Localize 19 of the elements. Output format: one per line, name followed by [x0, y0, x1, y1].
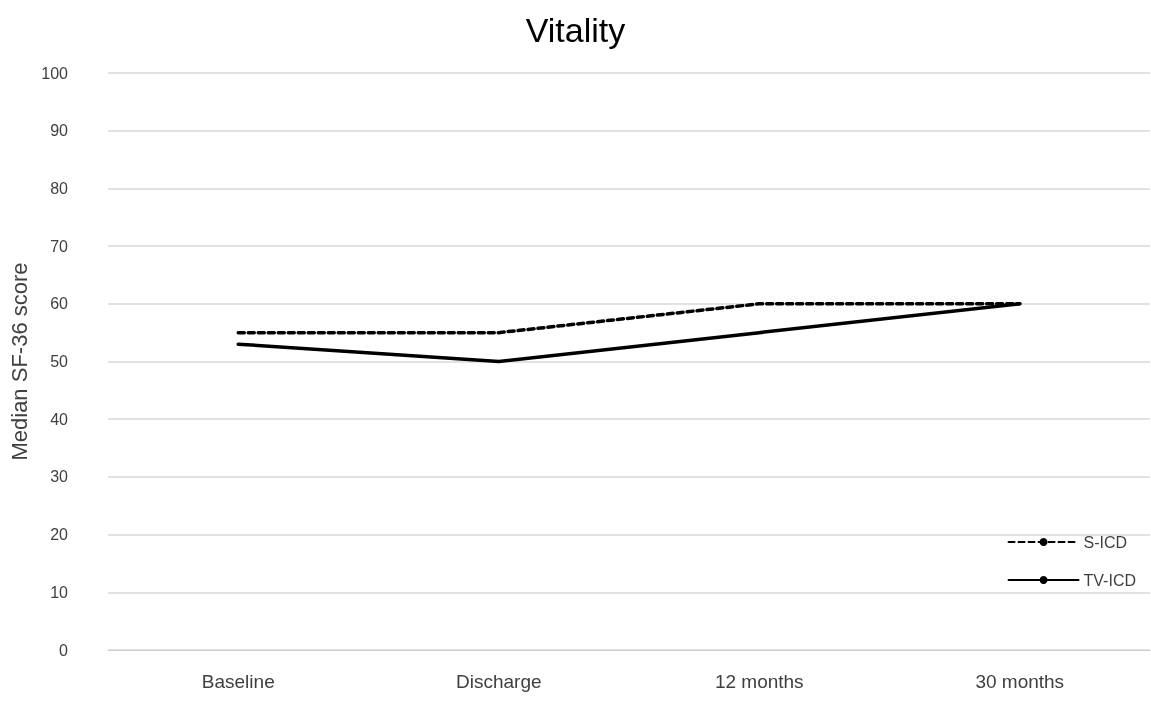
y-tick-label: 20: [50, 526, 69, 544]
y-tick-label: 90: [50, 122, 69, 140]
x-tick-label: Baseline: [201, 671, 275, 692]
x-tick-label: 12 months: [714, 671, 804, 692]
y-tick-label: 10: [50, 583, 69, 601]
x-tick-label: 30 months: [975, 671, 1065, 692]
y-tick-label: 70: [50, 237, 69, 255]
y-tick-label: 40: [50, 410, 69, 428]
y-tick-label: 100: [41, 64, 69, 82]
y-tick-label: 60: [50, 295, 69, 313]
chart-title: Vitality: [525, 11, 626, 49]
y-tick-label: 30: [50, 468, 69, 486]
legend-label: S-ICD: [1083, 533, 1128, 551]
y-tick-label: 0: [59, 641, 69, 659]
y-tick-label: 50: [50, 353, 69, 370]
legend-label: TV-ICD: [1083, 571, 1137, 589]
y-axis-title: Median SF-36 score: [6, 262, 32, 461]
y-tick-label: 80: [50, 179, 69, 197]
x-tick-label: Discharge: [455, 671, 542, 692]
